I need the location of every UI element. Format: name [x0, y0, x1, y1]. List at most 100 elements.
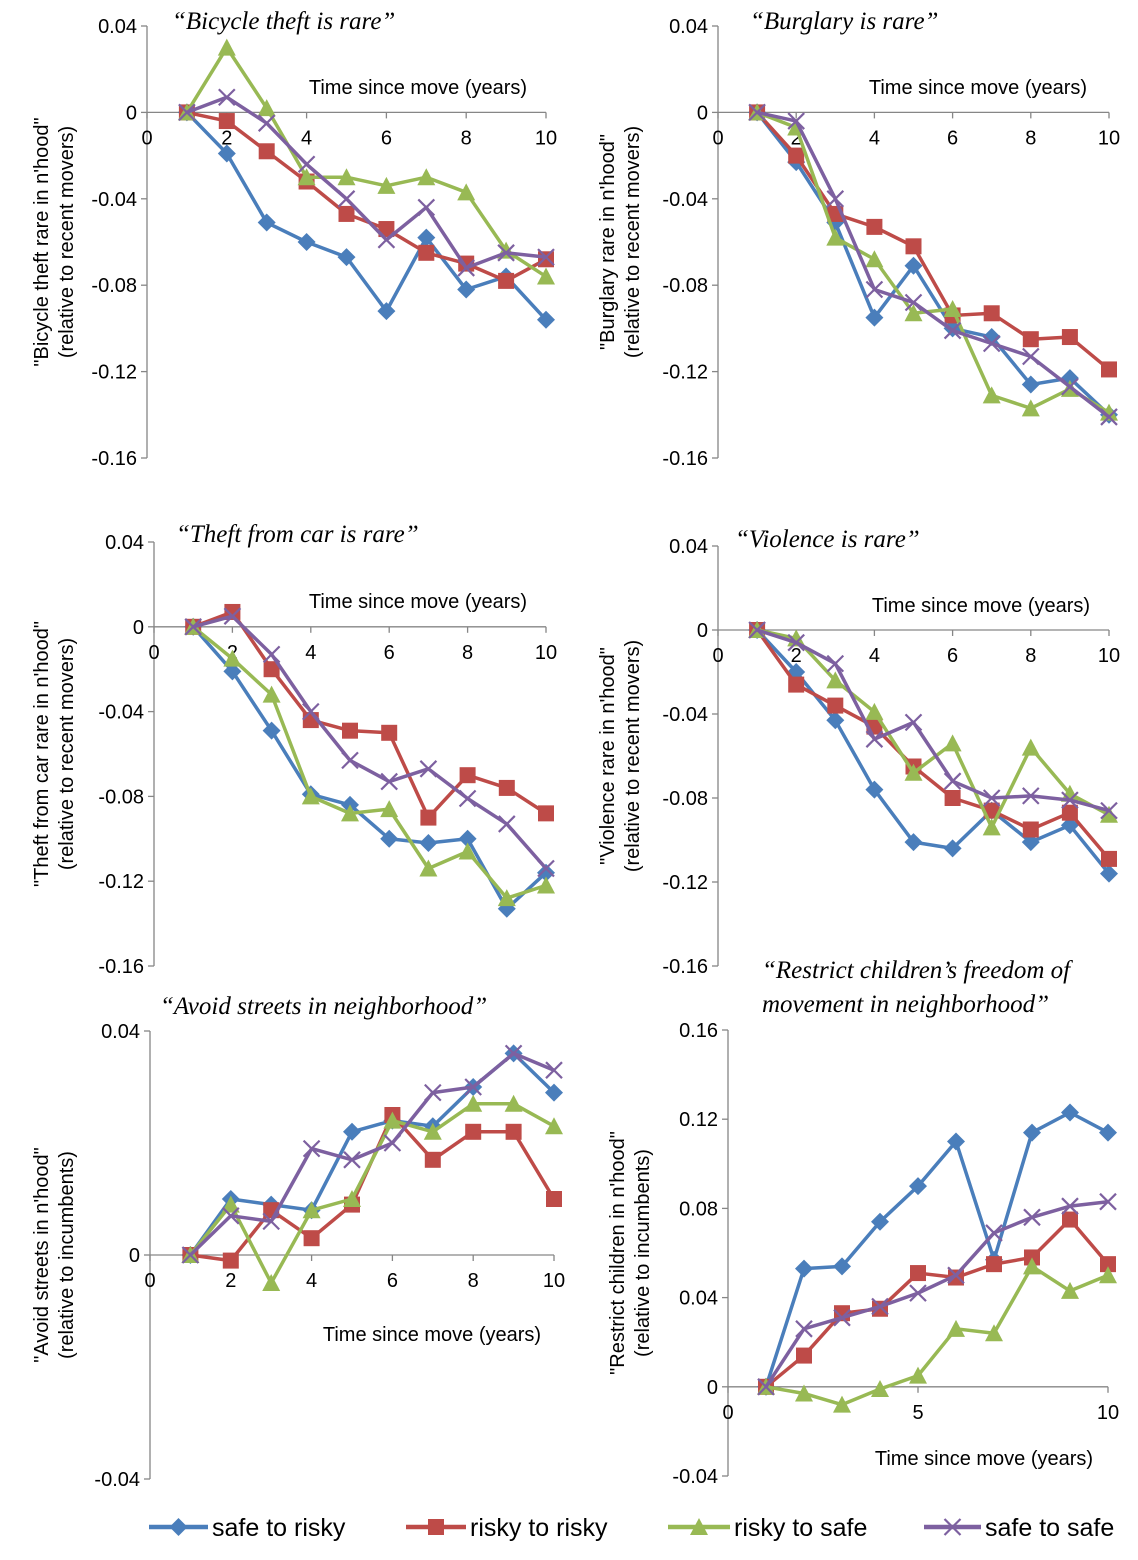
x-tick-label: 8	[1025, 127, 1036, 149]
data-point	[983, 802, 1000, 819]
data-point	[181, 1246, 200, 1264]
data-point	[910, 1265, 926, 1282]
legend-item: risky to risky	[406, 1514, 608, 1542]
data-point-b	[865, 730, 884, 748]
y-tick-label: -0.12	[91, 362, 137, 384]
chart-panel: 0.16 0.12 0.08 0.04 0 -0.04 0 5 10 Time since mov…	[607, 957, 1119, 1488]
data-point	[787, 633, 805, 652]
legend-item: risky to safe	[668, 1514, 867, 1542]
data-point-b	[497, 244, 515, 262]
chart-panel: 0.04 0 -0.04 -0.08 -0.12 -0.16 0 2 4 6 8 10 Time sin…	[597, 526, 1120, 978]
data-point	[338, 205, 355, 222]
data-point	[1021, 399, 1040, 417]
data-point	[341, 804, 359, 822]
x-tick-label: 4	[305, 642, 316, 664]
x-tick-label: 6	[387, 1270, 398, 1292]
data-point	[257, 99, 276, 117]
data-point	[1099, 1266, 1117, 1284]
data-point	[217, 144, 236, 163]
x-tick-label: 8	[1025, 645, 1036, 667]
y-axis-title-line: (relative to incumbents)	[56, 1151, 78, 1359]
data-point	[833, 1257, 851, 1276]
y-tick-label: -0.08	[662, 788, 708, 810]
y-tick-label: 0.04	[669, 536, 708, 558]
data-point	[757, 1378, 775, 1396]
data-point-b	[1099, 1192, 1117, 1211]
x-tick-label: 6	[381, 127, 392, 149]
data-point	[1022, 347, 1040, 366]
data-point	[947, 1132, 965, 1151]
data-point	[943, 734, 962, 752]
data-point	[1100, 408, 1118, 426]
data-point-b	[982, 334, 1001, 353]
series-line	[192, 610, 547, 820]
data-point	[1061, 804, 1078, 821]
data-point-b	[757, 1378, 775, 1396]
data-point	[871, 1380, 889, 1398]
x-tick-label: 10	[535, 642, 557, 664]
data-point-b	[223, 607, 242, 625]
series-line	[186, 110, 547, 283]
y-tick-label: 0.04	[101, 1021, 140, 1043]
data-point	[498, 779, 515, 796]
y-tick-label: 0.16	[679, 1020, 718, 1042]
x-tick-label: 0	[712, 127, 723, 149]
data-point	[417, 228, 436, 247]
data-point	[297, 168, 316, 186]
data-point	[1061, 377, 1079, 396]
data-point-b	[262, 645, 281, 664]
data-point-b	[1022, 347, 1040, 366]
y-tick-label: -0.08	[91, 275, 137, 297]
y-tick-label: 0	[697, 620, 708, 642]
data-point	[342, 722, 358, 739]
data-point	[826, 228, 845, 246]
data-point	[380, 800, 399, 818]
data-point	[537, 310, 555, 329]
y-axis-title-line: (relative to incumbents)	[632, 1149, 654, 1357]
data-point	[865, 780, 884, 799]
data-point	[1023, 1123, 1041, 1142]
data-point	[1099, 1123, 1117, 1142]
data-point-b	[383, 1134, 402, 1152]
data-point	[546, 1191, 562, 1207]
legend-label: safe to risky	[212, 1514, 346, 1542]
data-point-b	[184, 618, 202, 636]
data-point	[538, 251, 554, 268]
chart-title: “Theft from car is rare”	[176, 521, 419, 548]
data-point	[826, 711, 845, 730]
y-axis-title-line: (relative to recent movers)	[56, 638, 78, 870]
x-tick-label: 0	[148, 642, 159, 664]
data-point	[378, 221, 395, 238]
data-point	[1100, 403, 1118, 421]
data-point	[943, 321, 962, 340]
data-point-b	[871, 1297, 889, 1316]
y-tick-label: 0.12	[679, 1109, 718, 1131]
data-point-b	[262, 1212, 280, 1231]
data-point	[465, 1123, 482, 1140]
y-tick-label: -0.04	[94, 1469, 140, 1491]
data-point	[748, 621, 766, 639]
data-point	[1022, 331, 1039, 348]
data-point	[377, 176, 396, 194]
data-point-b	[464, 1078, 482, 1096]
data-point	[948, 1269, 964, 1286]
series-line	[755, 628, 1111, 861]
data-point	[498, 272, 515, 289]
x-tick-label: 0	[712, 645, 723, 667]
data-point	[222, 1252, 239, 1269]
x-tick-label: 10	[1098, 645, 1120, 667]
data-point-b	[947, 1266, 965, 1285]
x-tick-label: 5	[912, 1402, 923, 1424]
data-point	[262, 645, 281, 664]
data-point	[833, 1308, 851, 1327]
data-point	[865, 280, 884, 299]
series-line	[756, 110, 1111, 419]
data-point	[827, 697, 844, 714]
series-line	[189, 1051, 555, 1257]
data-point	[1061, 791, 1079, 809]
data-point	[985, 1224, 1003, 1242]
data-point-b	[297, 155, 316, 174]
legend-swatch-marker	[943, 1518, 962, 1536]
legend-label: risky to safe	[734, 1514, 867, 1542]
data-point	[381, 724, 398, 741]
